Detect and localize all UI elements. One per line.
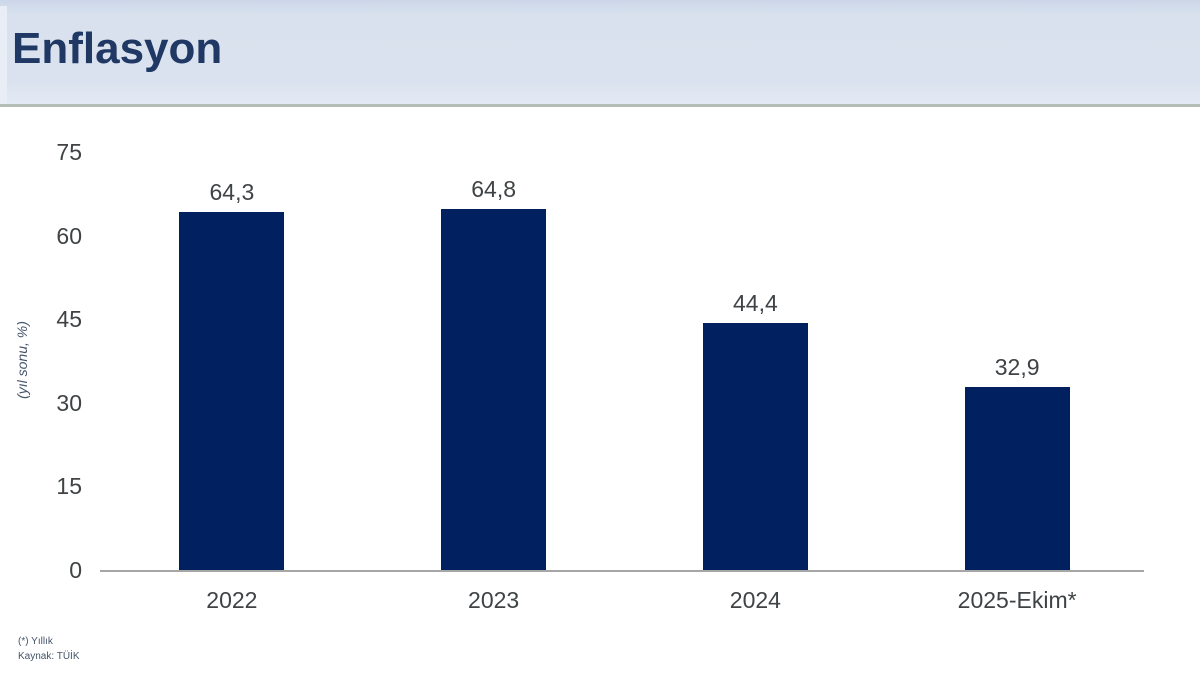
footnote-asterisk: (*) Yıllık <box>18 636 53 647</box>
bar-2024 <box>702 322 808 570</box>
x-category-label: 2024 <box>729 587 781 613</box>
y-tick-label: 30 <box>56 389 82 416</box>
footnote-source: Kaynak: TÜİK <box>18 651 80 662</box>
bar-value-label: 44,4 <box>732 289 778 316</box>
page-title: Enflasyon <box>12 24 223 73</box>
y-tick-label: 60 <box>56 222 82 249</box>
footnotes: (*) Yıllık Kaynak: TÜİK <box>18 634 80 664</box>
bar-value-label: 64,8 <box>471 175 516 202</box>
bar-2025-Ekim* <box>964 386 1070 570</box>
x-category-label: 2023 <box>468 587 520 613</box>
header-left-highlight <box>0 6 7 104</box>
x-axis-line <box>100 570 1144 572</box>
bar-value-label: 32,9 <box>994 353 1040 380</box>
x-category-label: 2022 <box>206 587 258 613</box>
y-tick-label: 45 <box>56 306 82 333</box>
y-tick-label: 75 <box>56 139 82 165</box>
bar-2023 <box>441 208 547 570</box>
bar-value-label: 64,3 <box>209 178 255 205</box>
y-tick-label: 15 <box>56 473 82 500</box>
y-tick-label: 0 <box>69 557 82 583</box>
page-header: Enflasyon <box>0 0 1200 107</box>
bar-2022 <box>179 211 285 570</box>
x-category-label: 2025-Ekim* <box>957 587 1077 613</box>
